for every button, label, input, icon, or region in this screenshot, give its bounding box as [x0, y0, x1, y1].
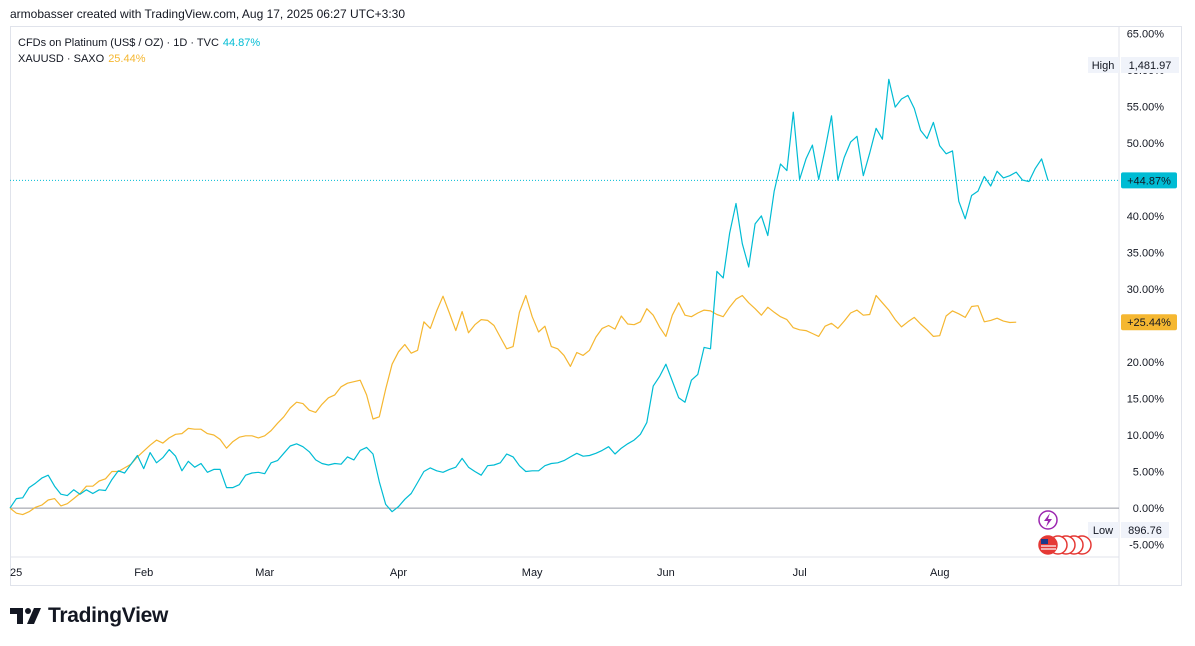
high-label-bg [1088, 57, 1119, 73]
us-flag-event-icon[interactable] [1038, 535, 1092, 555]
y-tick-label: 65.00% [1127, 28, 1165, 40]
platinum-last-value-tag-bg [1121, 172, 1177, 189]
x-tick-label: May [522, 567, 543, 579]
gold-last-value-tag[interactable]: +25.44% [1121, 314, 1177, 331]
x-tick-label: Mar [255, 567, 274, 579]
low-label: Low [1093, 525, 1113, 537]
y-axis[interactable]: 65.00%60.00%55.00%50.00%45.00%40.00%35.0… [1121, 28, 1177, 552]
legend-platinum-label: CFDs on Platinum (US$ / OZ) · 1D · TVC [18, 37, 219, 49]
platinum-last-value-tag[interactable]: +44.87% [1121, 172, 1177, 189]
y-tick-label: 10.00% [1127, 430, 1165, 442]
x-tick-label: Feb [134, 567, 153, 579]
low-value-bg [1121, 522, 1169, 538]
x-tick-label: 25 [10, 567, 22, 579]
x-tick-label: Jun [657, 567, 675, 579]
series-lines [9, 78, 1049, 516]
gold-last-value-tag-text: +25.44% [1127, 317, 1171, 329]
tradingview-logo-icon [10, 608, 41, 624]
y-tick-label: 35.00% [1127, 247, 1165, 259]
gold-last-value-tag-bg [1121, 314, 1177, 331]
low-label-bg [1088, 522, 1119, 538]
legend-gold-pct: 25.44% [108, 53, 146, 65]
y-tick-label: 20.00% [1127, 357, 1165, 369]
x-tick-label: Jul [793, 567, 807, 579]
legend-platinum-pct: 44.87% [222, 37, 261, 49]
high-label: High [1092, 60, 1115, 72]
chart-frame [10, 26, 1182, 586]
x-tick-label: Apr [390, 567, 407, 579]
legend-gold-label: XAUUSD · SAXO [18, 53, 105, 65]
gold-series-line[interactable] [9, 294, 1017, 516]
y-tick-label: 40.00% [1127, 211, 1165, 223]
y-tick-label: 30.00% [1127, 284, 1165, 296]
y-tick-label: 15.00% [1127, 394, 1165, 406]
x-axis[interactable]: 25 Feb Mar Apr May Jun Jul Aug [10, 567, 950, 579]
high-value-bg [1121, 57, 1179, 73]
legend-series-gold[interactable]: XAUUSD · SAXO 25.44% [18, 51, 260, 67]
chart-legend: CFDs on Platinum (US$ / OZ) · 1D · TVC 44… [18, 35, 260, 67]
y-tick-label: -5.00% [1129, 540, 1164, 552]
platinum-last-value-tag-text: +44.87% [1127, 175, 1171, 187]
low-value: 896.76 [1128, 525, 1162, 537]
legend-series-platinum[interactable]: CFDs on Platinum (US$ / OZ) · 1D · TVC 44… [18, 35, 260, 51]
lightning-event-icon[interactable] [1038, 510, 1058, 530]
tradingview-logo[interactable]: TradingView [10, 604, 168, 628]
attribution-text: armobasser created with TradingView.com,… [10, 7, 406, 21]
x-tick-label: Aug [930, 567, 950, 579]
platinum-series-line[interactable] [9, 78, 1049, 513]
y-tick-label: 0.00% [1133, 503, 1164, 515]
high-value: 1,481.97 [1129, 60, 1172, 72]
tradingview-logo-text: TradingView [48, 604, 169, 627]
y-tick-label: 50.00% [1127, 138, 1165, 150]
y-tick-label: 5.00% [1133, 467, 1164, 479]
y-tick-label: 55.00% [1127, 101, 1165, 113]
